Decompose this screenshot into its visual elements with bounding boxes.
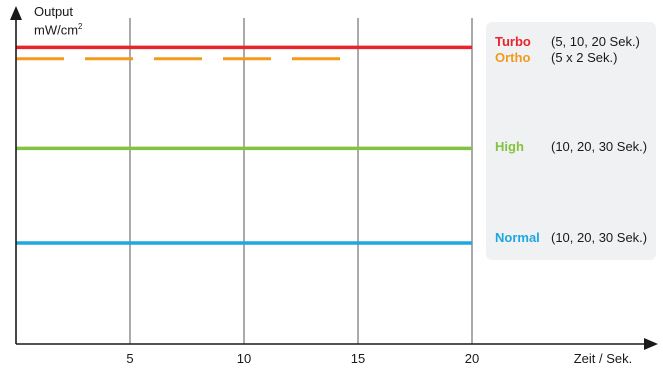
x-tick-label-15: 15	[351, 351, 365, 366]
x-axis-label: Zeit / Sek.	[574, 351, 633, 366]
axes	[10, 6, 658, 350]
x-tick-labels: 5 10 15 20	[126, 351, 479, 366]
legend-name-ortho: Ortho	[495, 50, 531, 65]
x-tick-label-20: 20	[465, 351, 479, 366]
y-axis-unit-exponent: 2	[78, 22, 83, 31]
legend-entry-normal: Normal (10, 20, 30 Sek.)	[495, 230, 647, 245]
x-tick-label-10: 10	[237, 351, 251, 366]
y-axis-label-unit: mW/cm2	[34, 19, 83, 37]
legend-name-turbo: Turbo	[495, 34, 531, 49]
y-axis-label-title: Output	[34, 4, 74, 19]
y-axis-label: Output mW/cm2	[34, 4, 83, 37]
legend-name-high: High	[495, 139, 524, 154]
legend-entry-turbo: Turbo (5, 10, 20 Sek.)	[495, 34, 640, 49]
legend-entry-high: High (10, 20, 30 Sek.)	[495, 139, 647, 154]
y-axis-arrow	[10, 6, 22, 20]
legend: Turbo (5, 10, 20 Sek.) Ortho (5 x 2 Sek.) …	[486, 22, 656, 260]
legend-desc-ortho: (5 x 2 Sek.)	[551, 50, 618, 65]
legend-desc-turbo: (5, 10, 20 Sek.)	[551, 34, 640, 49]
x-axis-arrow	[644, 338, 658, 350]
legend-entry-ortho: Ortho (5 x 2 Sek.)	[495, 50, 617, 65]
y-axis-unit-text: mW/cm	[34, 22, 79, 38]
legend-desc-high: (10, 20, 30 Sek.)	[551, 139, 648, 154]
grid-lines	[129, 18, 473, 344]
series-lines	[16, 45, 472, 245]
legend-name-normal: Normal	[495, 230, 540, 245]
x-tick-label-5: 5	[126, 351, 133, 366]
legend-desc-normal: (10, 20, 30 Sek.)	[551, 230, 648, 245]
